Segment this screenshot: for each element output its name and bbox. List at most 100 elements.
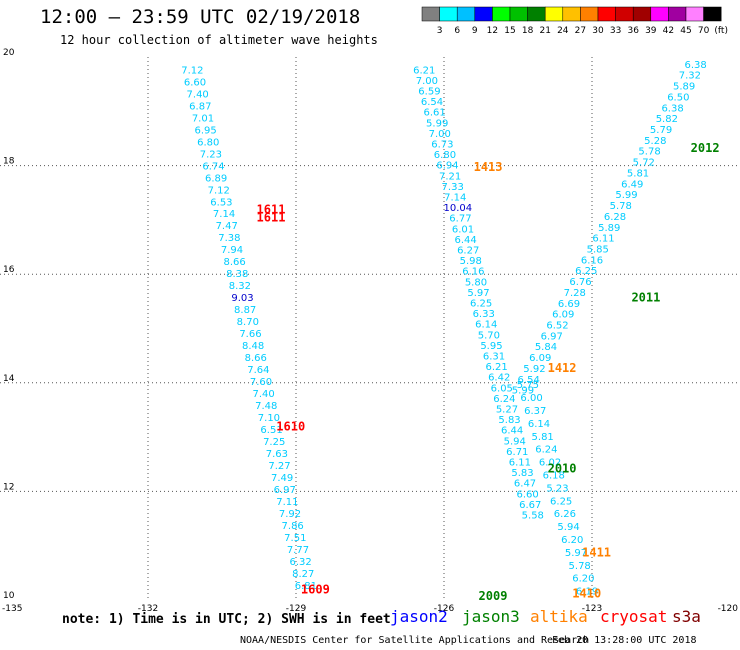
wave-height-value: 5.97	[467, 288, 489, 299]
wave-height-value: 6.05	[491, 383, 513, 394]
colorbar-label: 21	[539, 26, 550, 36]
colorbar-label: 3	[437, 26, 443, 36]
pass-label: 1610	[276, 420, 305, 434]
wave-height-value: 7.12	[181, 65, 203, 76]
y-tick-label: 12	[3, 482, 14, 492]
wave-height-value: 7.49	[271, 473, 293, 484]
colorbar-label: 18	[522, 26, 534, 36]
wave-height-value: 6.14	[475, 320, 497, 331]
generated-timestamp: Feb 20 13:28:00 UTC 2018	[552, 635, 697, 646]
wave-height-value: 6.67	[519, 500, 541, 511]
wave-height-value: 6.11	[592, 234, 614, 245]
wave-height-value: 7.00	[416, 76, 438, 87]
wave-height-value: 5.78	[610, 201, 632, 212]
colorbar-label: 36	[627, 26, 639, 36]
wave-height-value: 7.86	[282, 521, 304, 532]
chart-title: 12:00 – 23:59 UTC 02/19/2018	[40, 6, 361, 28]
wave-height-value: 6.80	[434, 150, 456, 161]
wave-height-value: 7.21	[439, 171, 461, 182]
wave-height-value: 6.87	[189, 101, 211, 112]
colorbar-label: 6	[454, 26, 460, 36]
wave-height-value: 8.27	[292, 569, 314, 580]
wave-height-value: 5.28	[644, 136, 666, 147]
wave-height-value: 8.48	[242, 341, 264, 352]
wave-height-value: 6.20	[572, 574, 594, 585]
y-tick-label: 10	[3, 591, 15, 601]
wave-height-value: 5.72	[633, 158, 655, 169]
wave-height-value: 6.16	[462, 267, 484, 278]
wave-height-value: 6.19	[576, 587, 598, 598]
wave-height-value: 7.33	[442, 182, 464, 193]
wave-height-value: 6.77	[449, 214, 471, 225]
wave-height-value: 6.60	[516, 489, 538, 500]
satellite-label-s3a: s3a	[672, 607, 701, 626]
x-tick-label: -123	[582, 604, 602, 614]
wave-height-value: 6.51	[260, 425, 282, 436]
wave-height-value: 8.32	[229, 281, 251, 292]
wave-height-value: 5.82	[656, 114, 678, 125]
wave-height-value: 6.49	[621, 179, 643, 190]
wave-height-value: 6.80	[197, 137, 219, 148]
wave-height-value: 7.48	[255, 401, 277, 412]
wave-height-value: 7.38	[218, 233, 240, 244]
wave-height-value: 6.73	[431, 140, 453, 151]
wave-height-value: 8.66	[223, 257, 245, 268]
wave-height-value: 5.78	[638, 147, 660, 158]
x-tick-label: -126	[434, 604, 455, 614]
wave-height-value: 5.83	[498, 415, 520, 426]
pass-label: 2009	[479, 589, 508, 603]
wave-height-value: 6.02	[539, 458, 561, 469]
wave-height-value: 5.81	[532, 432, 554, 443]
color-scale-legend: 3 6 9 12 15 18 21 24 27 30 33 36 39 42 45 70 (ft)	[421, 6, 728, 36]
wave-height-value: 5.94	[557, 522, 579, 533]
wave-height-value: 7.64	[247, 365, 269, 376]
wave-height-value: 6.69	[558, 299, 580, 310]
colorbar-label: 45	[680, 26, 691, 36]
wave-height-value: 6.01	[452, 224, 474, 235]
wave-height-value: 7.14	[213, 209, 235, 220]
wave-height-value: 5.23	[546, 483, 568, 494]
wave-height-value: 7.28	[564, 288, 586, 299]
wave-height-value: 7.40	[253, 389, 275, 400]
wave-height-value: 7.14	[444, 193, 466, 204]
wave-height-value: 7.10	[258, 413, 280, 424]
wave-height-value: 5.81	[627, 168, 649, 179]
colorbar-label: 9	[472, 26, 478, 36]
wave-height-value: 7.27	[268, 461, 290, 472]
wave-height-value: 6.21	[413, 65, 435, 76]
wave-height-value: 7.94	[221, 245, 243, 256]
wave-height-value: 6.81	[295, 581, 317, 592]
x-tick-label: -129	[286, 604, 307, 614]
satellite-label-altika: altika	[530, 607, 588, 626]
pass-label: 2011	[631, 290, 660, 304]
pass-label: 1609	[301, 582, 330, 596]
wave-height-value: 6.38	[661, 103, 683, 114]
wave-height-value: 7.92	[279, 509, 301, 520]
satellite-label-cryosat: cryosat	[600, 607, 668, 626]
wave-height-value: 5.89	[673, 82, 695, 93]
wave-height-value: 6.00	[520, 393, 542, 404]
wave-height-value: 9.03	[231, 293, 253, 304]
colorbar-label: 33	[610, 26, 621, 36]
pass-label: 1410	[572, 586, 601, 600]
wave-height-value: 7.60	[250, 377, 272, 388]
wave-height-value: 5.78	[569, 561, 591, 572]
wave-height-value: 7.25	[263, 437, 285, 448]
wave-height-value: 6.09	[552, 310, 574, 321]
wave-height-value: 5.94	[504, 436, 526, 447]
wave-height-value: 8.66	[245, 353, 267, 364]
wave-height-value: 7.00	[429, 129, 451, 140]
wave-height-value: 6.60	[184, 77, 206, 88]
wave-height-value: 6.09	[529, 353, 551, 364]
wave-height-value: 7.40	[187, 89, 209, 100]
satellite-label-jason2: jason2	[390, 607, 448, 626]
wave-height-value: 5.85	[587, 244, 609, 255]
colorbar-swatch	[703, 6, 722, 22]
y-tick-label: 16	[3, 265, 15, 275]
wave-height-value: 6.24	[493, 394, 515, 405]
wave-height-value: 7.32	[679, 71, 701, 82]
wave-height-value: 6.42	[488, 373, 510, 384]
wave-height-value: 6.24	[535, 445, 557, 456]
wave-height-value: 10.04	[444, 203, 473, 214]
